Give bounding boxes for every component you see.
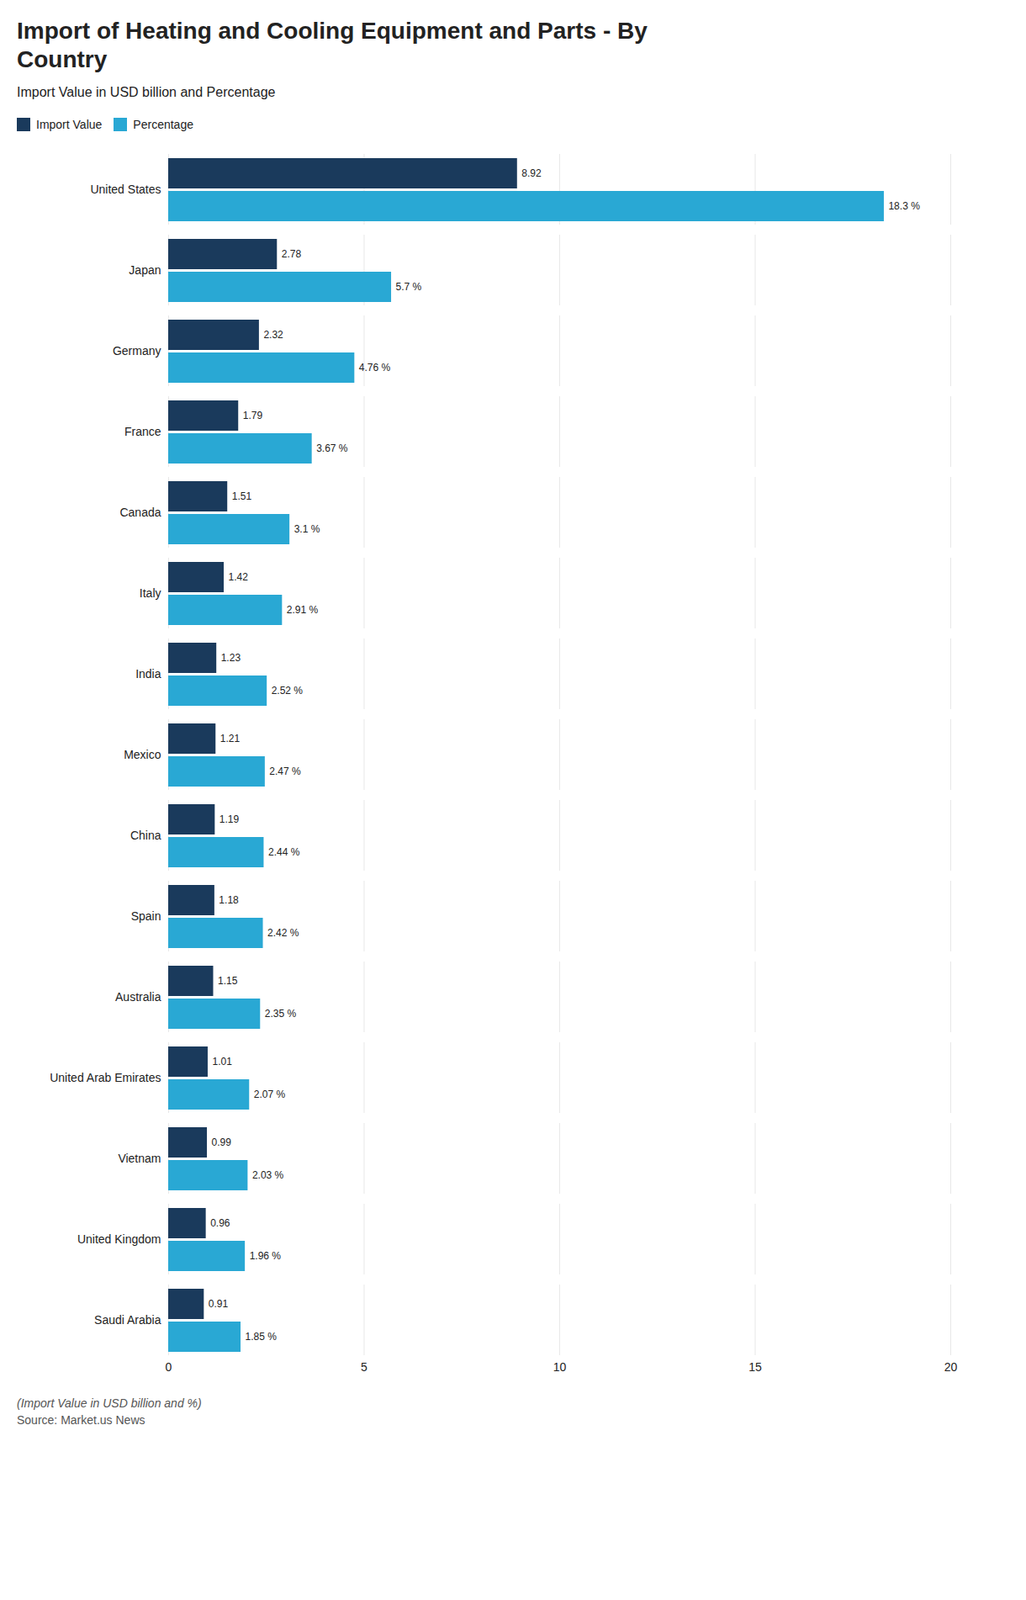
svg-text:Japan: Japan [128,263,161,277]
svg-text:2.03 %: 2.03 % [252,1169,285,1182]
svg-text:2.47 %: 2.47 % [269,766,302,778]
html-text:Percentage: Percentage [133,117,194,131]
html-text:Source: Market.us News: Source: Market.us News [16,1413,146,1427]
html-text:Import Value in USD billion an: Import Value in USD billion and Percenta… [16,85,276,100]
svg-text:1.19: 1.19 [219,814,240,826]
svg-text:5: 5 [360,1360,368,1375]
svg-text:2.78: 2.78 [281,248,302,261]
svg-text:8.92: 8.92 [521,168,542,180]
svg-text:0.96: 0.96 [210,1217,231,1230]
svg-text:0.99: 0.99 [211,1137,233,1149]
html-text:Import of Heating and Cooling: Import of Heating and Cooling Equipment … [16,17,648,72]
svg-text:1.79: 1.79 [243,410,264,423]
svg-text:Germany: Germany [112,343,162,358]
svg-text:2.32: 2.32 [263,329,284,342]
svg-text:1.18: 1.18 [218,894,239,907]
svg-text:China: China [130,828,162,842]
svg-text:5.7 %: 5.7 % [396,281,423,294]
svg-text:2.91 %: 2.91 % [286,604,319,617]
svg-text:2.07 %: 2.07 % [253,1089,286,1101]
svg-text:Canada: Canada [119,505,161,519]
svg-text:France: France [124,424,162,439]
svg-text:Vietnam: Vietnam [117,1151,161,1165]
svg-text:2.42 %: 2.42 % [267,927,300,940]
svg-text:United Kingdom: United Kingdom [77,1232,162,1246]
svg-text:1.21: 1.21 [220,733,241,746]
svg-text:Mexico: Mexico [123,747,162,762]
html-text:(Import Value in USD billion a: (Import Value in USD billion and %) [16,1396,202,1410]
svg-text:18.3 %: 18.3 % [888,200,921,213]
svg-text:1.85 %: 1.85 % [245,1331,278,1344]
svg-text:Spain: Spain [131,909,162,923]
svg-text:1.15: 1.15 [217,975,238,988]
svg-text:0: 0 [165,1360,173,1375]
svg-text:India: India [135,666,162,681]
svg-text:3.67 %: 3.67 % [316,443,349,455]
svg-text:0.91: 0.91 [208,1298,229,1311]
svg-text:2.44 %: 2.44 % [268,846,301,859]
svg-text:United Arab Emirates: United Arab Emirates [49,1070,161,1085]
svg-text:1.42: 1.42 [228,571,249,584]
svg-text:1.96 %: 1.96 % [249,1250,282,1263]
svg-text:Italy: Italy [139,586,162,600]
svg-text:2.52 %: 2.52 % [271,685,304,698]
svg-text:20: 20 [944,1360,958,1375]
svg-text:10: 10 [553,1360,567,1375]
html-text:Import Value: Import Value [36,117,103,131]
svg-text:4.76 %: 4.76 % [359,362,392,375]
svg-text:3.1 %: 3.1 % [294,523,321,536]
svg-text:1.51: 1.51 [232,491,253,503]
svg-text:Australia: Australia [115,989,162,1004]
svg-text:2.35 %: 2.35 % [264,1008,297,1021]
svg-text:1.23: 1.23 [221,652,242,665]
svg-text:15: 15 [748,1360,762,1375]
svg-text:Saudi Arabia: Saudi Arabia [94,1312,162,1327]
svg-text:United States: United States [89,182,161,196]
svg-text:1.01: 1.01 [211,1056,233,1069]
